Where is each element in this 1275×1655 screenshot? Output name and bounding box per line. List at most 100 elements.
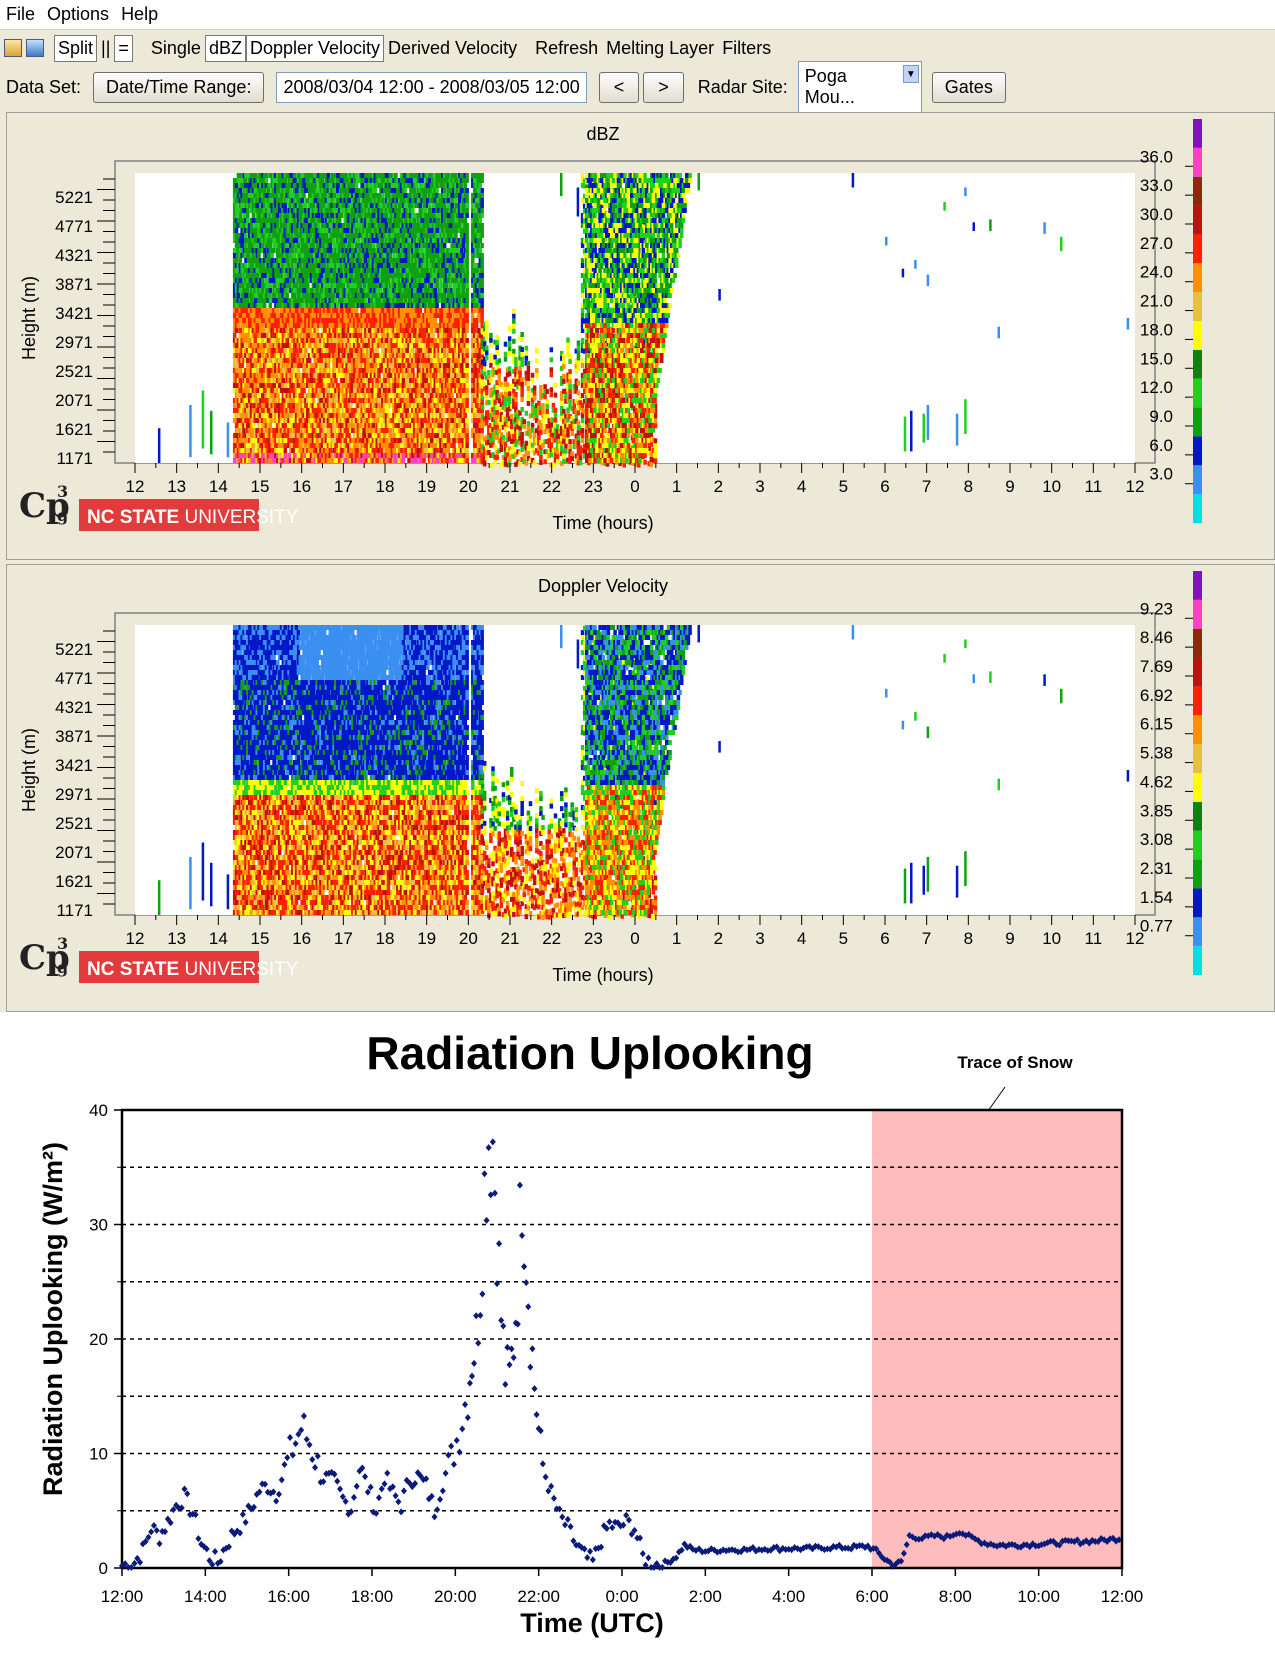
- radar-echo-cell: [339, 273, 344, 278]
- radar-echo-cell: [364, 378, 368, 383]
- menu-file[interactable]: File: [6, 4, 35, 25]
- radar-echo-cell: [236, 218, 241, 223]
- split-button[interactable]: Split: [54, 34, 98, 62]
- dbz-button[interactable]: dBZ: [204, 34, 246, 62]
- radar-echo-cell: [356, 393, 361, 398]
- radar-echo-cell: [382, 393, 387, 398]
- radar-echo-cell: [394, 393, 398, 398]
- radar-echo-cell: [277, 303, 282, 308]
- radar-echo-cell: [281, 293, 286, 298]
- radar-echo-cell: [366, 178, 370, 183]
- radar-echo-cell: [298, 433, 303, 438]
- radar-echo-cell: [306, 373, 310, 378]
- radar-echo-cell: [279, 318, 284, 323]
- radar-echo-cell: [347, 253, 351, 258]
- single-button[interactable]: Single: [147, 35, 205, 62]
- radar-echo-cell: [315, 328, 319, 333]
- radar-echo-cell: [405, 278, 409, 283]
- radar-echo-cell: [253, 188, 258, 193]
- radar-echo-cell: [270, 353, 274, 358]
- melting-layer-button[interactable]: Melting Layer: [602, 35, 718, 62]
- radar-echo-cell: [249, 333, 254, 338]
- previous-button[interactable]: <: [598, 71, 640, 103]
- radar-echo-cell: [306, 428, 310, 433]
- menu-options[interactable]: Options: [47, 4, 109, 25]
- radar-echo-cell: [261, 208, 265, 213]
- radar-echo-cell: [306, 263, 310, 268]
- radar-echo-cell: [315, 238, 319, 243]
- radar-echo-cell: [244, 188, 248, 193]
- radar-echo-cell: [354, 443, 359, 448]
- radar-echo-cell: [253, 353, 258, 358]
- radar-echo-cell: [326, 298, 331, 303]
- radar-echo-cell: [272, 418, 276, 423]
- radar-echo-cell: [405, 223, 409, 228]
- radar-echo-cell: [315, 228, 319, 233]
- radar-echo-cell: [262, 178, 267, 183]
- radar-echo-cell: [366, 368, 370, 373]
- radar-echo-cell: [390, 198, 394, 203]
- radar-echo-cell: [315, 393, 319, 398]
- radar-echo-cell: [266, 188, 271, 193]
- radar-echo-cell: [285, 413, 289, 418]
- radar-echo-cell: [366, 278, 370, 283]
- layers-icon[interactable]: [26, 39, 44, 57]
- radar-echo-cell: [381, 368, 385, 373]
- radar-echo-cell: [394, 318, 398, 323]
- chevron-down-icon[interactable]: ▼: [902, 65, 919, 83]
- radar-echo-cell: [264, 383, 269, 388]
- radar-echo-cell: [294, 223, 299, 228]
- next-button[interactable]: >: [643, 71, 684, 103]
- radar-echo-cell: [255, 378, 259, 383]
- radar-echo-cell: [268, 223, 273, 228]
- radar-echo-cell: [382, 218, 387, 223]
- radar-echo-cell: [251, 293, 256, 298]
- radar-echo-cell: [300, 403, 304, 408]
- open-folder-icon[interactable]: [4, 39, 22, 57]
- date-time-range-field[interactable]: 2008/03/04 12:00 - 2008/03/05 12:00: [276, 71, 587, 103]
- radar-echo-cell: [392, 388, 396, 393]
- radar-echo-cell: [384, 378, 389, 383]
- radar-echo-cell: [390, 228, 394, 233]
- radar-echo-cell: [279, 273, 284, 278]
- radar-echo-cell: [371, 353, 376, 358]
- radar-echo-cell: [257, 318, 261, 323]
- radar-echo-cell: [294, 183, 299, 188]
- radar-echo-cell: [255, 458, 259, 463]
- radar-echo-cell: [261, 358, 265, 363]
- radar-echo-cell: [240, 198, 244, 203]
- radar-echo-cell: [324, 363, 329, 368]
- radar-echo-cell: [392, 233, 396, 238]
- radar-echo-cell: [356, 318, 361, 323]
- radar-echo-cell: [264, 403, 269, 408]
- radar-echo-cell: [388, 318, 393, 323]
- doppler-velocity-button[interactable]: Doppler Velocity: [245, 34, 385, 62]
- radar-echo-cell: [300, 323, 304, 328]
- radar-echo-cell: [352, 233, 357, 238]
- radar-echo-cell: [298, 293, 303, 298]
- radar-echo-cell: [382, 213, 387, 218]
- split-vertical-button[interactable]: ||: [97, 35, 114, 62]
- radar-echo-cell: [401, 443, 406, 448]
- radar-echo-cell: [255, 453, 259, 458]
- split-horizontal-button[interactable]: =: [114, 34, 133, 62]
- radar-site-select[interactable]: Poga Mou... ▼: [797, 61, 922, 113]
- radar-echo-cell: [266, 438, 271, 443]
- radar-echo-cell: [306, 433, 310, 438]
- radar-echo-cell: [264, 223, 269, 228]
- radar-echo-cell: [234, 448, 239, 453]
- date-time-range-button[interactable]: Date/Time Range:: [93, 71, 265, 103]
- radar-echo-cell: [287, 278, 291, 283]
- radar-echo-cell: [255, 328, 259, 333]
- menu-help[interactable]: Help: [121, 4, 158, 25]
- refresh-button[interactable]: Refresh: [531, 35, 602, 62]
- radar-echo-cell: [274, 173, 278, 178]
- radar-echo-cell: [268, 228, 273, 233]
- derived-velocity-button[interactable]: Derived Velocity: [384, 35, 521, 62]
- radar-echo-cell: [330, 173, 334, 178]
- filters-button[interactable]: Filters: [718, 35, 775, 62]
- radar-echo-cell: [277, 283, 282, 288]
- radar-echo-cell: [386, 343, 391, 348]
- radar-echo-cell: [311, 348, 316, 353]
- gates-button[interactable]: Gates: [931, 71, 1006, 103]
